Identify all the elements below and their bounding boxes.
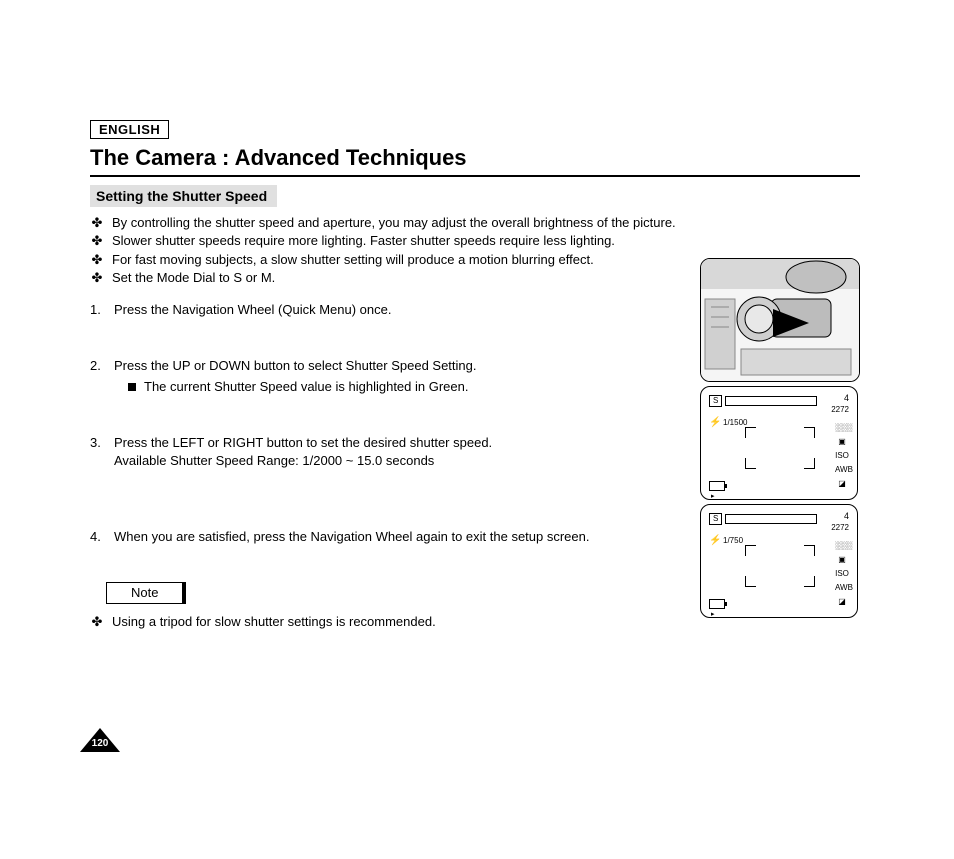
title-rule: [90, 175, 860, 177]
shutter-value: 1/1500: [723, 418, 747, 427]
iso-icon: ISO: [835, 451, 849, 460]
flash-icon: ⚡: [709, 417, 721, 428]
step-text: When you are satisfied, press the Naviga…: [114, 529, 674, 545]
step-number: 2.: [90, 358, 108, 395]
lcd-screenshot-1: S 4 2272 ⚡ 1/1500 ░░░ ▣ ISO AWB ◪ ▸: [700, 386, 858, 500]
bullet-icon: ✤: [90, 233, 104, 249]
quality-icon: ░░░: [835, 423, 849, 432]
metering-icon: ▣: [835, 437, 849, 446]
bullet-icon: ✤: [90, 270, 104, 286]
ev-icon: ◪: [835, 479, 849, 488]
square-bullet-icon: [128, 383, 136, 391]
step-text: Press the LEFT or RIGHT button to set th…: [114, 435, 674, 451]
quality-icon: ░░░: [835, 541, 849, 550]
step-subtext: The current Shutter Speed value is highl…: [144, 379, 468, 395]
step-text: Press the Navigation Wheel (Quick Menu) …: [114, 302, 674, 318]
shots-remaining: 4: [844, 393, 849, 403]
shots-remaining: 4: [844, 511, 849, 521]
ev-icon: ◪: [835, 597, 849, 606]
flash-icon: ⚡: [709, 535, 721, 546]
step-text: Press the UP or DOWN button to select Sh…: [114, 358, 674, 374]
bullet-text: Slower shutter speeds require more light…: [112, 233, 615, 249]
step-number: 4.: [90, 529, 108, 545]
shutter-value: 1/750: [723, 536, 743, 545]
focus-frame: [745, 427, 815, 469]
card-icon: ▸: [711, 610, 715, 618]
lcd-screenshot-2: S 4 2272 ⚡ 1/750 ░░░ ▣ ISO AWB ◪ ▸: [700, 504, 858, 618]
page-number-badge: 120: [80, 728, 120, 758]
step-extra: Available Shutter Speed Range: 1/2000 ~ …: [114, 453, 674, 469]
iso-icon: ISO: [835, 569, 849, 578]
bullet-text: By controlling the shutter speed and ape…: [112, 215, 676, 231]
page-number: 120: [80, 738, 120, 749]
note-text: Using a tripod for slow shutter settings…: [112, 614, 436, 630]
page-title: The Camera : Advanced Techniques: [90, 145, 860, 171]
focus-frame: [745, 545, 815, 587]
card-icon: ▸: [711, 492, 715, 500]
awb-icon: AWB: [835, 465, 849, 474]
resolution-label: 2272: [831, 523, 849, 532]
step-number: 3.: [90, 435, 108, 470]
camera-illustration: [700, 258, 860, 382]
section-heading: Setting the Shutter Speed: [90, 185, 277, 207]
exposure-bar: [725, 514, 817, 524]
bullet-text: Set the Mode Dial to S or M.: [112, 270, 275, 286]
bullet-icon: ✤: [90, 614, 104, 630]
exposure-bar: [725, 396, 817, 406]
note-label: Note: [106, 582, 186, 604]
awb-icon: AWB: [835, 583, 849, 592]
step-number: 1.: [90, 302, 108, 318]
bullet-icon: ✤: [90, 252, 104, 268]
battery-icon: [709, 599, 725, 609]
mode-badge: S: [709, 513, 722, 525]
language-label: ENGLISH: [90, 120, 169, 139]
battery-icon: [709, 481, 725, 491]
mode-badge: S: [709, 395, 722, 407]
resolution-label: 2272: [831, 405, 849, 414]
bullet-icon: ✤: [90, 215, 104, 231]
metering-icon: ▣: [835, 555, 849, 564]
bullet-text: For fast moving subjects, a slow shutter…: [112, 252, 594, 268]
